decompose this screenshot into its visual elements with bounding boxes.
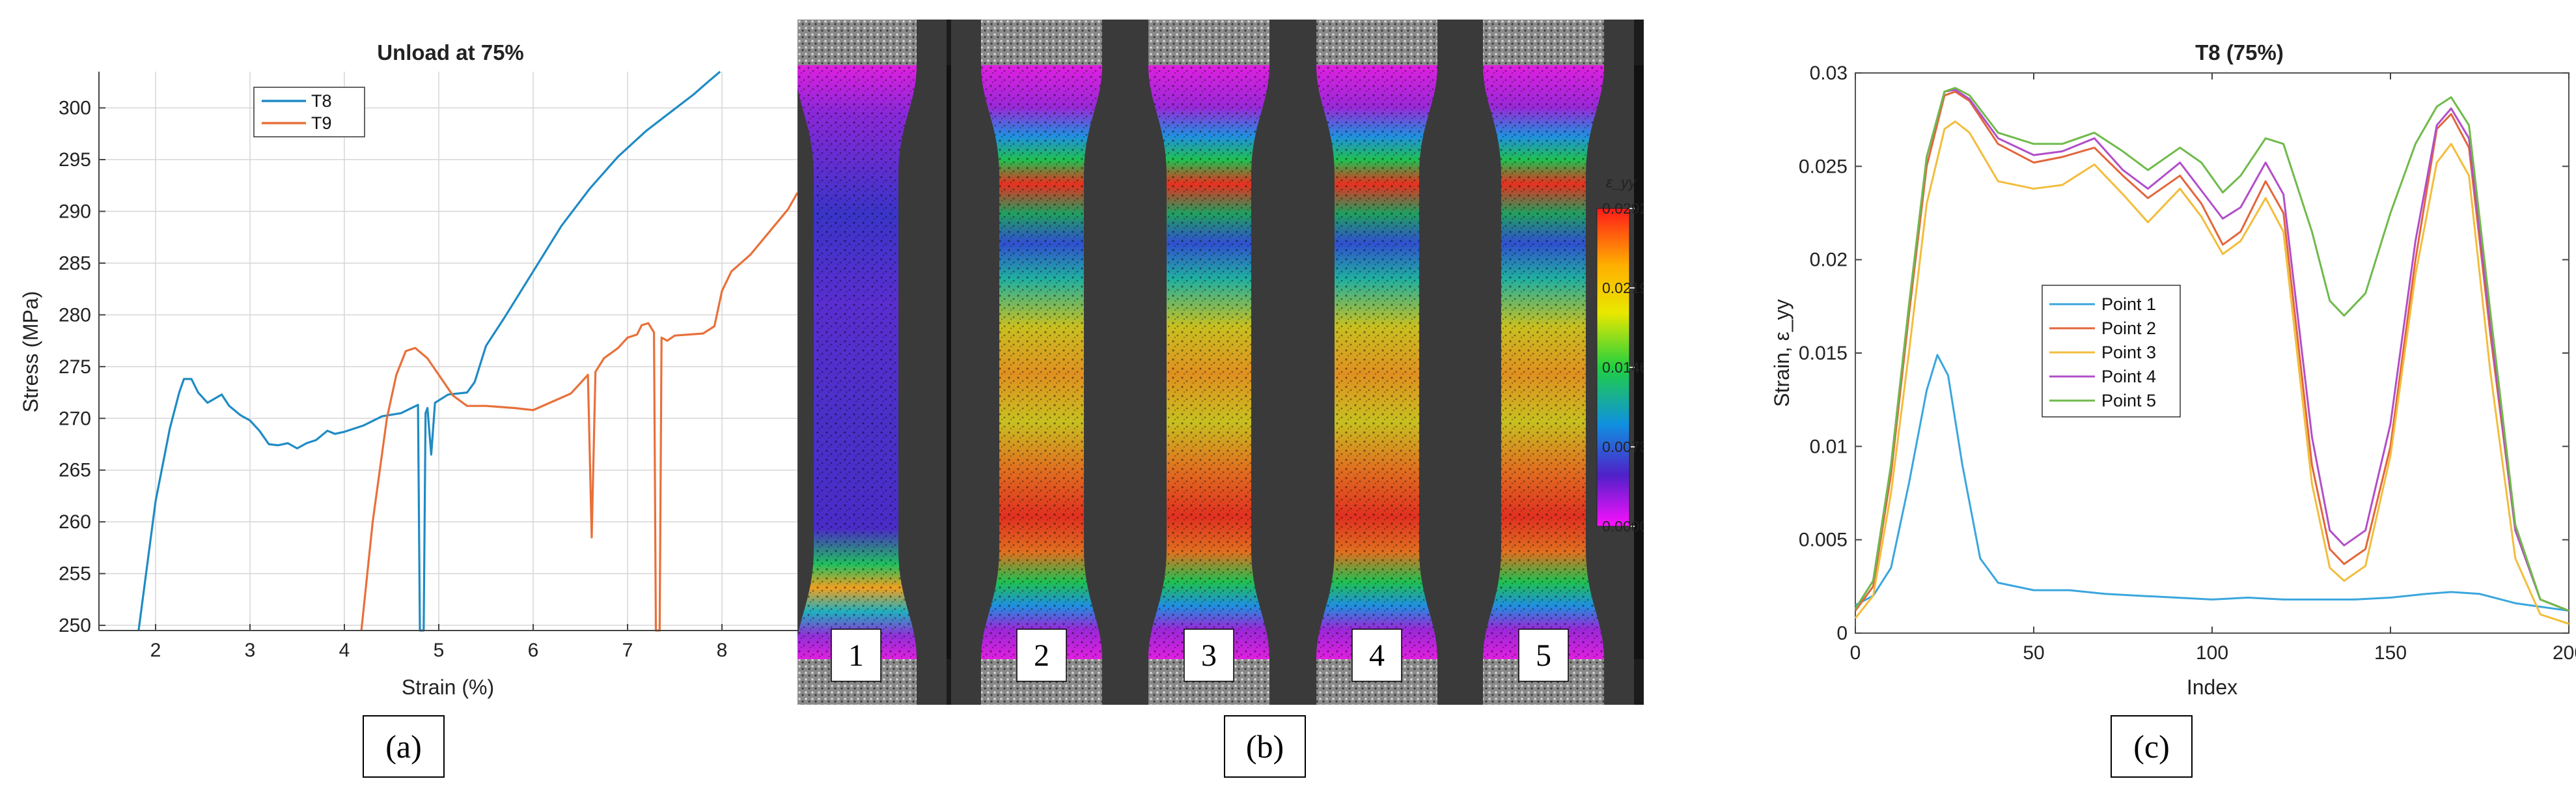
chart-a-plot-area [99,72,797,631]
specimen-label: 3 [1184,629,1234,682]
panel-b-tag: (b) [1224,715,1306,778]
specimen-label: 1 [831,629,881,682]
specimen-speckle [1148,65,1269,659]
chart-c-plot-area [1855,72,2569,634]
chart-c-x-tick-label: 0 [1850,642,1861,664]
chart-c-y-tick-label: 0.01 [1810,436,1848,457]
chart-a-y-tick-label: 255 [59,563,91,585]
series-line-point-1 [1855,354,2569,612]
chart-a-y-tick-label: 280 [59,304,91,326]
chart-a-x-tick-label: 4 [339,640,350,661]
series-line-point-5 [1854,87,2569,612]
specimen-number: 5 [1536,638,1551,673]
chart-a-title: Unload at 75% [377,40,524,64]
specimen-top-grip [1148,20,1269,65]
chart-c-x-tick-label: 100 [2196,642,2228,664]
chart-a-series [137,70,797,632]
chart-a-y-tick-label: 290 [59,201,91,223]
series-line-point-2 [1854,91,2569,612]
chart-a-legend-label-t9: T9 [311,113,332,133]
colorbar-tick-label: 0.0292 [1602,200,1644,217]
specimen-speckle [1316,65,1437,659]
specimen-label: 5 [1518,629,1569,682]
chart-a-x-ticks: 2 3 4 5 6 7 8 [150,624,728,661]
chart-c-x-label: Index [2187,675,2237,699]
chart-c-y-tick-label: 0.015 [1799,343,1848,364]
specimen-number: 4 [1369,638,1385,673]
chart-c-x-ticks: 0 50 100 150 200 [1850,73,2576,664]
chart-a-y-tick-label: 260 [59,511,91,533]
chart-c-legend-box [2042,285,2181,418]
strain-index-chart: T8 (75%) 0 50 100 150 200 0 0.005 0.01 0.015 0.0… [1770,40,2576,699]
chart-a-grid [99,72,797,631]
chart-c-y-tick-label: 0.02 [1810,249,1848,271]
specimen-number: 1 [848,638,864,673]
chart-a-legend: T8 T9 [253,87,365,137]
chart-c-y-tick-label: 0.03 [1810,63,1848,84]
specimen-speckle [797,65,917,659]
chart-a-y-tick-label: 285 [59,253,91,274]
chart-c-legend-label-point-1: Point 1 [2101,294,2156,314]
specimen-speckle [981,65,1102,659]
specimen-number: 2 [1034,638,1049,673]
specimen-number: 3 [1201,638,1217,673]
chart-a-y-tick-label: 270 [59,408,91,429]
specimen-top-grip [797,20,917,65]
dic-specimens: 1 2 3 4 5 [797,20,1634,705]
chart-a-y-label: Stress (MPa) [19,291,42,413]
colorbar-tick-label: 0.0073 [1602,438,1644,455]
strain-colorbar: ε_yy [1596,174,1637,527]
chart-c-y-tick-label: 0.025 [1799,156,1848,177]
panel-a-tag: (a) [363,715,445,778]
chart-c-legend-label-point-3: Point 3 [2101,343,2156,362]
chart-c-legend: Point 1 Point 2 Point 3 Point 4 Point 5 [2042,285,2181,418]
chart-a-x-tick-label: 7 [622,640,633,661]
colorbar-tick-label: 0.0146 [1602,359,1644,376]
chart-c-series [1854,87,2569,625]
chart-a-y-tick-label: 300 [59,98,91,119]
chart-c-legend-label-point-4: Point 4 [2101,367,2156,386]
chart-c-x-tick-label: 200 [2553,642,2576,664]
specimen-speckle [1483,65,1604,659]
specimen-top-grip [981,20,1102,65]
chart-a-x-tick-label: 6 [528,640,539,661]
chart-c-legend-label-point-2: Point 2 [2101,319,2156,338]
dic-strain-map-image: 1 2 3 4 5 ε_yy 0.0292 0.0219 0.0146 0.0073 0.000… [797,20,1644,705]
colorbar-ticks: 0.0292 0.0219 0.0146 0.0073 0.0000 [1602,200,1644,535]
panel-c-tag: (c) [2111,715,2193,778]
colorbar-tick-label: 0.0219 [1602,279,1644,296]
chart-c-x-tick-label: 50 [2023,642,2044,664]
chart-c-y-tick-label: 0 [1836,623,1848,644]
series-line-point-3 [1854,121,2569,625]
specimen-label: 4 [1351,629,1402,682]
specimen-top-grip [1483,20,1604,65]
chart-c-title: T8 (75%) [2195,40,2284,64]
chart-c-y-ticks: 0 0.005 0.01 0.015 0.02 0.025 0.03 [1799,63,2569,644]
chart-c-y-label: Strain, ε_yy [1770,299,1794,406]
chart-a-y-tick-label: 265 [59,460,91,481]
chart-a-x-tick-label: 8 [717,640,728,661]
colorbar-gradient [1596,208,1630,527]
chart-a-x-tick-label: 2 [150,640,161,661]
series-line-t8 [137,70,721,632]
chart-a-y-tick-label: 275 [59,356,91,378]
chart-c-legend-label-point-5: Point 5 [2101,391,2156,410]
specimen-label: 2 [1016,629,1067,682]
stress-strain-chart: Unload at 75% 2 3 4 5 6 7 8 250 255 260 265 270 275… [19,40,797,699]
chart-a-y-tick-label: 295 [59,149,91,171]
chart-a-legend-box [253,87,365,137]
chart-a-y-tick-label: 250 [59,615,91,636]
chart-a-y-ticks: 250 255 260 265 270 275 280 285 290 295 300 [59,98,105,636]
chart-a-legend-label-t8: T8 [311,91,332,111]
colorbar-title: ε_yy [1606,174,1637,191]
specimen-top-grip [1316,20,1437,65]
chart-c-x-tick-label: 150 [2374,642,2407,664]
chart-a-x-label: Strain (%) [402,675,494,699]
chart-a-x-tick-label: 3 [245,640,256,661]
colorbar-tick-label: 0.0000 [1602,518,1644,535]
chart-c-y-tick-label: 0.005 [1799,530,1848,551]
series-line-t9 [360,192,797,632]
chart-a-x-tick-label: 5 [434,640,445,661]
